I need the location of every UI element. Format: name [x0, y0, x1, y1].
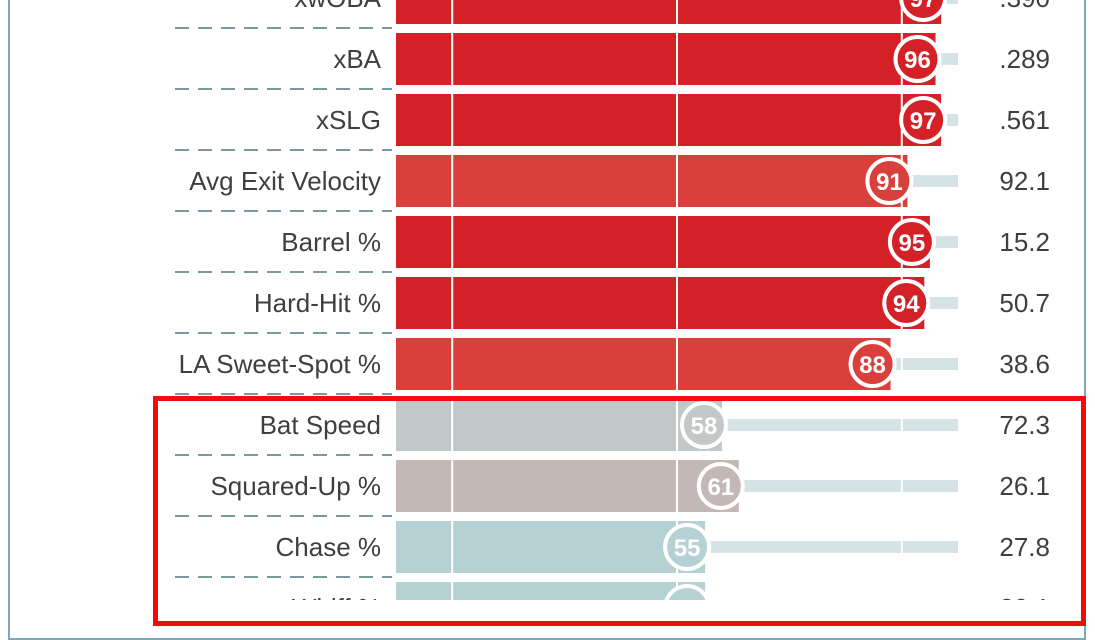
- percentile-marker-squared-up: [696, 462, 745, 510]
- bar-whiff: [396, 582, 706, 600]
- metric-label-squared-up: Squared-Up %: [210, 471, 381, 501]
- metric-label-chase: Chase %: [276, 532, 382, 562]
- metric-label-la-sweet-spot: LA Sweet-Spot %: [179, 349, 381, 379]
- metric-value-la-sweet-spot: 38.6: [999, 349, 1050, 379]
- metric-value-barrel: 15.2: [999, 227, 1050, 257]
- metric-value-hard-hit: 50.7: [999, 288, 1050, 318]
- metric-value-avg-exit-velocity: 92.1: [999, 166, 1050, 196]
- percentile-marker-bat-speed: [679, 401, 728, 449]
- bar-hard-hit: [396, 277, 925, 329]
- bar-xba: [396, 33, 936, 85]
- metric-label-barrel: Barrel %: [281, 227, 381, 257]
- percentile-marker-la-sweet-spot: [848, 340, 897, 388]
- metric-value-xba: .289: [999, 44, 1050, 74]
- metric-label-avg-exit-velocity: Avg Exit Velocity: [189, 166, 381, 196]
- percentile-label-la-sweet-spot: 88: [859, 352, 886, 379]
- bar-la-sweet-spot: [396, 338, 891, 390]
- percentile-label-barrel: 95: [899, 230, 926, 257]
- markers-layer: 97 xwOBA .390 96 xBA .289 97 xSLG .561 91 Avg Exit…: [179, 0, 1050, 600]
- bar-bat-speed: [396, 399, 722, 451]
- metric-label-bat-speed: Bat Speed: [260, 410, 381, 440]
- percentile-label-squared-up: 61: [707, 474, 734, 501]
- metric-label-whiff: Whiff %: [292, 593, 381, 600]
- percentile-label-xba: 96: [904, 47, 931, 74]
- percentile-marker-xslg: [899, 96, 948, 144]
- metric-label-xba: xBA: [333, 44, 381, 74]
- percentile-marker-chase: [663, 523, 712, 571]
- dividers-layer: [175, 27, 392, 578]
- percentile-label-bat-speed: 58: [691, 413, 718, 440]
- percentile-marker-avg-exit-velocity: [865, 157, 914, 205]
- percentile-label-whiff: 55: [674, 596, 701, 600]
- percentile-marker-barrel: [887, 218, 936, 266]
- bar-chase: [396, 521, 706, 573]
- highlight-box: [153, 396, 1086, 626]
- percentile-marker-hard-hit: [882, 279, 931, 327]
- percentile-label-xwoba: 97: [910, 0, 937, 13]
- bar-xslg: [396, 94, 942, 146]
- percentile-label-avg-exit-velocity: 91: [876, 169, 903, 196]
- metric-value-whiff: 20.1: [999, 593, 1050, 600]
- bar-xwoba: [396, 0, 942, 24]
- percentile-label-chase: 55: [674, 535, 701, 562]
- metric-label-xslg: xSLG: [316, 105, 381, 135]
- metric-value-squared-up: 26.1: [999, 471, 1050, 501]
- bar-avg-exit-velocity: [396, 155, 908, 207]
- percentile-label-hard-hit: 94: [893, 291, 920, 318]
- bar-barrel: [396, 216, 930, 268]
- percentile-marker-xwoba: [899, 0, 948, 22]
- metric-value-chase: 27.8: [999, 532, 1050, 562]
- percentile-marker-whiff: [664, 584, 710, 600]
- percentile-rankings-chart: 97 xwOBA .390 96 xBA .289 97 xSLG .561 91 Avg Exit…: [175, 0, 1050, 600]
- metric-value-xwoba: .390: [999, 0, 1050, 13]
- percentile-label-xslg: 97: [910, 108, 937, 135]
- metric-label-hard-hit: Hard-Hit %: [254, 288, 381, 318]
- metric-value-bat-speed: 72.3: [999, 410, 1050, 440]
- percentile-marker-xba: [893, 35, 942, 83]
- metric-value-xslg: .561: [999, 105, 1050, 135]
- metric-label-xwoba: xwOBA: [294, 0, 381, 13]
